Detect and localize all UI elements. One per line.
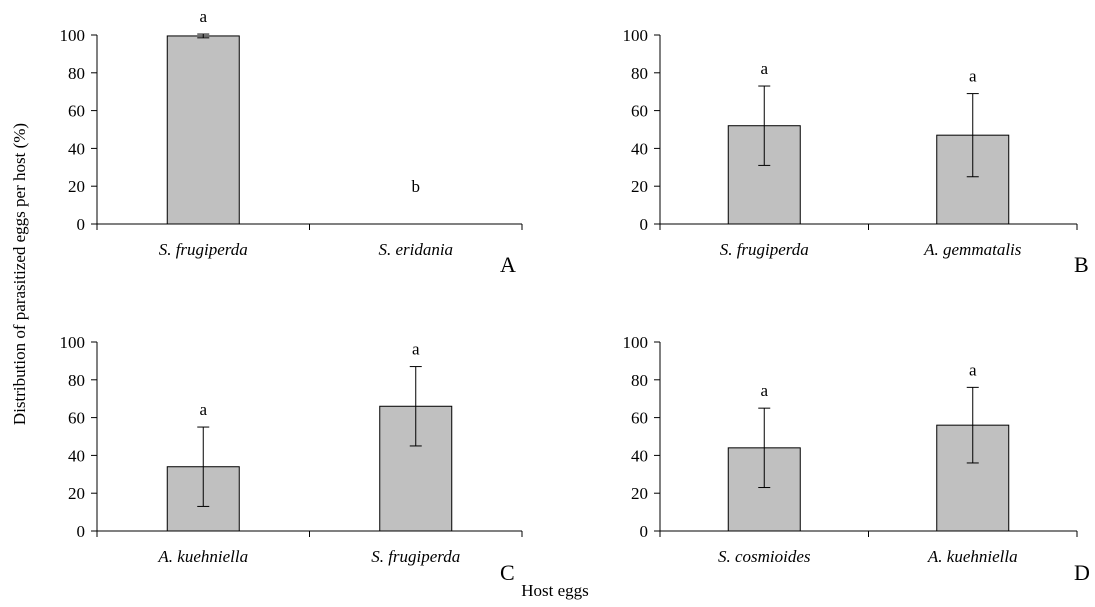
y-tick-label: 80 [631,371,648,390]
x-axis-title: Host eggs [521,581,589,600]
category-label: A. kuehniella [927,547,1018,566]
y-tick-label: 20 [68,177,85,196]
panel-letter: A [500,252,516,277]
significance-label: a [969,67,977,86]
panel-letter: C [500,560,515,585]
bar [166,35,240,225]
y-tick-label: 60 [68,102,85,121]
y-tick-label: 100 [623,26,649,45]
panel-a: 0 20 40 60 80 100 a S. frugiperda b S. eridania A [60,7,523,277]
significance-label: a [760,381,768,400]
y-tick-label: 40 [631,139,648,158]
y-tick-label: 80 [631,64,648,83]
category-label: A. kuehniella [157,547,248,566]
y-tick-label: 100 [623,333,649,352]
y-tick-label: 20 [68,484,85,503]
category-label: A. gemmatalis [923,240,1022,259]
significance-label: a [760,59,768,78]
y-tick-label: 60 [631,409,648,428]
panel-b: 0 20 40 60 80 100 a S. frugiperda a A. gemmatalis… [623,26,1089,277]
y-tick-label: 100 [60,26,86,45]
category-label: S. frugiperda [159,240,248,259]
panel-c: 0 20 40 60 80 100 a A. kuehniella a S. frugiperda… [60,333,523,585]
category-label: S. frugiperda [371,547,460,566]
y-tick-label: 60 [68,409,85,428]
panel-letter: D [1074,560,1090,585]
y-axis-title: Distribution of parasitized eggs per hos… [10,123,29,425]
y-tick-label: 0 [77,522,86,541]
category-label: S. cosmioides [718,547,811,566]
panel-d: 0 20 40 60 80 100 a S. cosmioides a A. kuehniella… [623,333,1090,585]
y-tick-label: 60 [631,102,648,121]
panel-letter: B [1074,252,1089,277]
y-tick-label: 20 [631,484,648,503]
y-tick-label: 40 [631,446,648,465]
significance-label: b [412,177,421,196]
y-tick-label: 80 [68,64,85,83]
category-label: S. frugiperda [720,240,809,259]
y-tick-label: 0 [640,522,649,541]
category-label: S. eridania [378,240,453,259]
y-tick-label: 0 [640,215,649,234]
significance-label: a [412,340,420,359]
y-tick-label: 20 [631,177,648,196]
y-tick-label: 40 [68,446,85,465]
y-tick-label: 0 [77,215,86,234]
y-tick-label: 100 [60,333,86,352]
y-tick-label: 80 [68,371,85,390]
significance-label: a [199,7,207,26]
significance-label: a [199,400,207,419]
y-tick-label: 40 [68,139,85,158]
significance-label: a [969,360,977,379]
